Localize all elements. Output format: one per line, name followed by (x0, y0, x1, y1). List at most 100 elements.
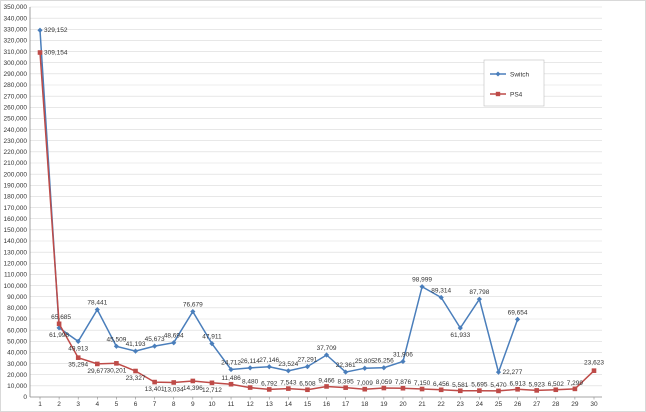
data-label-ps4: 9,466 (318, 377, 335, 384)
data-point-switch (132, 348, 139, 354)
y-tick-label: 260,000 (4, 104, 28, 111)
y-tick-label: 220,000 (4, 149, 28, 156)
series-line-ps4 (39, 52, 595, 392)
data-point-ps4 (419, 386, 425, 392)
data-point-switch (438, 294, 444, 301)
data-label-ps4: 5,695 (471, 382, 488, 389)
data-point-ps4 (209, 380, 215, 386)
data-point-ps4 (457, 388, 463, 394)
data-point-switch (152, 343, 158, 349)
x-tick-label: 9 (191, 401, 195, 408)
x-tick-label: 25 (495, 401, 503, 408)
data-label-switch: 25,805 (355, 358, 375, 365)
data-label-ps4: 14,396 (183, 385, 203, 392)
data-label-switch: 24,712 (221, 359, 241, 366)
data-label-ps4: 11,486 (221, 375, 241, 382)
data-point-switch (381, 365, 387, 371)
y-tick-label: 180,000 (4, 194, 28, 201)
data-label-ps4: 6,792 (261, 380, 278, 387)
data-label-ps4: 6,508 (299, 381, 316, 388)
y-tick-label: 240,000 (4, 127, 28, 134)
data-point-switch (304, 363, 311, 370)
y-tick-label: 350,000 (4, 4, 28, 11)
legend-box (483, 59, 545, 107)
data-point-switch (343, 369, 349, 375)
data-label-ps4: 7,299 (567, 380, 584, 387)
data-point-switch (266, 364, 272, 370)
data-label-switch: 87,798 (469, 289, 489, 296)
y-tick-label: 120,000 (4, 260, 28, 267)
data-point-switch (285, 368, 291, 374)
x-tick-label: 6 (134, 401, 138, 408)
data-label-switch: 23,524 (278, 361, 298, 368)
x-tick-label: 16 (323, 401, 331, 408)
data-point-ps4 (95, 361, 100, 367)
data-label-ps4: 6,502 (548, 381, 565, 388)
data-point-switch (400, 358, 406, 365)
x-tick-label: 13 (266, 401, 274, 408)
data-label-ps4: 30,201 (106, 367, 126, 374)
gridlines (30, 6, 602, 387)
axes: 0 10,000 20,000 30,000 40,000 50,000 60,000 70,… (4, 4, 602, 408)
data-point-switch (113, 343, 120, 349)
data-point-switch (190, 308, 196, 315)
x-tick-label: 10 (208, 401, 216, 408)
y-tick-label: 320,000 (4, 38, 28, 45)
data-label-switch: 61,933 (450, 332, 470, 339)
y-tick-label: 330,000 (4, 26, 28, 33)
legend-marker-switch (495, 71, 501, 77)
data-point-ps4 (324, 384, 329, 389)
y-tick-label: 250,000 (4, 116, 28, 123)
data-point-switch (75, 338, 81, 344)
data-label-ps4: 7,876 (395, 379, 412, 386)
data-point-ps4 (286, 386, 291, 391)
data-label-ps4: 5,470 (490, 382, 507, 389)
legend-label-ps4: PS4 (510, 91, 523, 98)
data-point-ps4 (305, 387, 310, 393)
data-label-switch: 98,999 (412, 277, 432, 284)
data-point-switch (362, 365, 368, 371)
data-label-switch: 22,277 (502, 369, 522, 376)
y-tick-label: 40,000 (7, 350, 27, 357)
y-tick-label: 90,000 (7, 294, 27, 301)
x-tick-label: 20 (399, 401, 407, 408)
y-tick-label: 300,000 (4, 60, 28, 67)
x-tick-label: 7 (153, 401, 157, 408)
x-tick-label: 23 (457, 401, 465, 408)
y-tick-label: 340,000 (4, 15, 28, 22)
y-tick-label: 10,000 (7, 383, 27, 390)
x-tick-label: 28 (552, 401, 560, 408)
y-tick-label: 290,000 (4, 71, 28, 78)
data-label-switch: 78,441 (87, 300, 107, 307)
data-label-switch: 76,679 (183, 302, 203, 309)
data-point-switch (419, 284, 425, 290)
x-tick-label: 5 (115, 401, 119, 408)
data-label-ps4: 35,294 (68, 362, 88, 369)
data-label-ps4: 23,623 (584, 360, 604, 367)
x-tick-label: 24 (476, 401, 484, 408)
data-label-switch: 45,673 (145, 336, 165, 343)
data-label-ps4: 12,712 (202, 387, 222, 394)
y-tick-label: 160,000 (4, 216, 28, 223)
y-tick-label: 130,000 (4, 249, 28, 256)
data-point-ps4 (266, 387, 272, 392)
data-label-ps4: 309,154 (44, 50, 68, 57)
x-tick-label: 30 (590, 401, 598, 408)
data-label-ps4: 5,581 (452, 382, 469, 389)
data-point-ps4 (56, 321, 62, 327)
data-point-switch (476, 296, 482, 302)
data-point-switch (323, 352, 330, 358)
data-label-ps4: 13,034 (164, 386, 184, 393)
data-label-switch: 41,193 (126, 341, 146, 348)
series-line-switch (39, 30, 519, 375)
data-label-switch: 69,654 (508, 309, 528, 316)
legend-marker-ps4 (495, 91, 501, 97)
data-label-switch: 329,152 (44, 27, 68, 34)
y-tick-label: 280,000 (4, 82, 28, 89)
data-label-ps4: 6,913 (509, 380, 526, 387)
y-tick-label: 150,000 (4, 227, 28, 234)
data-label-switch: 31,906 (393, 351, 413, 358)
legend-label-switch: Switch (510, 71, 530, 78)
data-label-ps4: 8,395 (338, 379, 355, 386)
